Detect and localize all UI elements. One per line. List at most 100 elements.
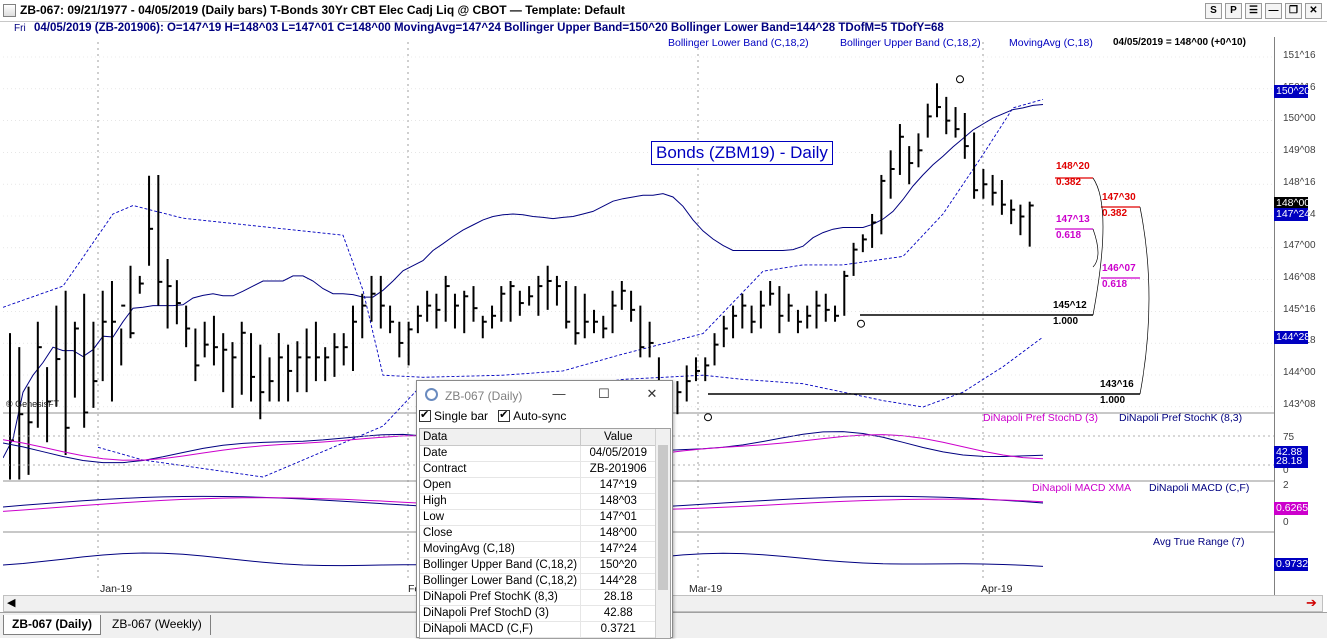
minimize-button[interactable]: — — [1265, 3, 1282, 19]
ohlc-bar — [769, 281, 775, 306]
macd-label: DiNapoli MACD (C,F) — [1149, 482, 1250, 494]
row-value: 0.3721 — [580, 621, 657, 638]
bb-upper-badge: 150^20 — [1274, 85, 1311, 98]
fib-price-label: 145^12 — [1053, 300, 1087, 311]
table-row[interactable]: Open 147^19 — [420, 477, 657, 494]
fib-level: 147^30 0.382 — [1101, 192, 1140, 219]
table-row[interactable]: Bollinger Lower Band (C,18,2) 144^28 — [420, 573, 657, 590]
scroll-right-arrow-icon[interactable]: ➔ — [1306, 595, 1317, 610]
fib-price-label: 143^16 — [1100, 379, 1134, 390]
ohlc-bar — [36, 321, 42, 428]
ohlc-bar — [324, 347, 330, 382]
row-value: 28.18 — [580, 589, 657, 606]
ohlc-bar — [991, 174, 997, 206]
ohlc-bar — [759, 290, 765, 329]
ohlc-bar — [778, 286, 784, 334]
x-axis-label: Apr-19 — [981, 583, 1013, 595]
ohlc-bar — [787, 293, 793, 322]
tab-daily[interactable]: ZB-067 (Daily) — [3, 615, 102, 635]
row-label: MovingAvg (C,18) — [420, 541, 581, 558]
ohlc-bar — [528, 286, 534, 306]
close-button[interactable]: ✕ — [1305, 3, 1322, 19]
x-axis-label: Mar-19 — [689, 583, 722, 595]
menu-icon[interactable]: ☰ — [1245, 3, 1262, 19]
table-row[interactable]: Low 147^01 — [420, 509, 657, 526]
ohlc-bar — [796, 309, 802, 334]
table-row[interactable]: DiNapoli MACD (C,F) 0.3721 — [420, 621, 657, 638]
data-window-titlebar[interactable]: ZB-067 (Daily) — ☐ ✕ — [417, 381, 672, 408]
pivot-low-marker — [704, 413, 712, 422]
ohlc-bar — [351, 305, 357, 371]
axis-tick: 143^08 — [1283, 399, 1316, 410]
table-row[interactable]: DiNapoli Pref StochK (8,3) 28.18 — [420, 589, 657, 606]
ohlc-bar — [963, 113, 969, 159]
axis-tick: 147^00 — [1283, 240, 1316, 251]
row-value: 147^19 — [580, 477, 657, 494]
tab-weekly[interactable]: ZB-067 (Weekly) — [104, 615, 211, 635]
ohlc-bar — [342, 333, 348, 366]
p-button[interactable]: P — [1225, 3, 1242, 19]
ohlc-bar — [574, 286, 580, 345]
macd-xma-label: DiNapoli MACD XMA — [1032, 482, 1132, 494]
ohlc-bar — [602, 315, 608, 339]
ohlc-bar — [1019, 204, 1025, 236]
single-bar-checkbox[interactable] — [419, 408, 431, 422]
row-label: Close — [420, 525, 581, 542]
data-grid-scrollbar[interactable] — [655, 429, 670, 638]
popup-maximize-icon[interactable]: ☐ — [598, 386, 610, 401]
ohlc-bar — [694, 357, 700, 382]
ohlc-bar — [824, 293, 830, 322]
table-row[interactable]: Contract ZB-201906 — [420, 461, 657, 478]
quote-data: 04/05/2019 (ZB-201906): O=147^19 H=148^0… — [34, 22, 944, 34]
scrollbar-thumb[interactable] — [658, 445, 668, 590]
ma-badge: 147^24 — [1274, 208, 1311, 221]
data-window-icon — [425, 388, 438, 401]
maximize-button[interactable]: ❐ — [1285, 3, 1302, 19]
table-row[interactable]: Close 148^00 — [420, 525, 657, 542]
fib-ratio-label: 0.382 — [1056, 177, 1081, 188]
window-titlebar: ZB-067: 09/21/1977 - 04/05/2019 (Daily b… — [0, 0, 1327, 22]
ohlc-bar — [750, 305, 756, 334]
ohlc-bar — [593, 309, 599, 334]
ohlc-bar — [101, 290, 107, 382]
table-row[interactable]: DiNapoli Pref StochD (3) 42.88 — [420, 605, 657, 622]
data-window-title: ZB-067 (Daily) — [445, 389, 523, 403]
scroll-left-icon[interactable]: ◀ — [7, 597, 16, 609]
ohlc-bar — [370, 275, 376, 322]
table-row[interactable]: Date 04/05/2019 — [420, 445, 657, 462]
data-grid[interactable]: Data Value Date 04/05/2019 Contract ZB-2019… — [419, 428, 671, 639]
auto-sync-label: Auto-sync — [513, 409, 567, 423]
ohlc-bar — [1000, 180, 1006, 215]
popup-minimize-icon[interactable]: — — [552, 386, 566, 401]
macd-tick: 2 — [1283, 480, 1289, 491]
fib-price-label: 147^30 — [1102, 192, 1136, 203]
ohlc-bar — [908, 146, 914, 185]
table-row[interactable]: High 148^03 — [420, 493, 657, 510]
col-value-header[interactable]: Value — [580, 429, 657, 446]
ohlc-bar — [491, 305, 497, 329]
ohlc-bar — [648, 321, 654, 358]
auto-sync-checkbox[interactable] — [498, 408, 511, 422]
popup-close-icon[interactable]: ✕ — [646, 386, 658, 401]
chart-title-box: Bonds (ZBM19) - Daily — [651, 141, 833, 165]
fib-connector — [1092, 228, 1099, 268]
ohlc-bar — [138, 275, 144, 294]
s-button[interactable]: S — [1205, 3, 1222, 19]
atr-badge: 0.9732 — [1274, 558, 1309, 571]
row-label: DiNapoli MACD (C,F) — [420, 621, 581, 638]
row-label: DiNapoli Pref StochD (3) — [420, 605, 581, 622]
macd-tick: 0 — [1283, 517, 1289, 528]
ohlc-bar — [314, 321, 320, 382]
price-chart[interactable]: 148^20 0.382 147^30 0.382 147^13 0.618 146^07 0… — [3, 37, 1274, 595]
ohlc-bar — [713, 333, 719, 366]
legend-bb-lower: Bollinger Lower Band (C,18,2) — [668, 37, 809, 49]
row-value: ZB-201906 — [580, 461, 657, 478]
table-row[interactable]: MovingAvg (C,18) 147^24 — [420, 541, 657, 558]
row-value: 147^24 — [580, 541, 657, 558]
ohlc-bar — [880, 174, 886, 235]
data-window[interactable]: ZB-067 (Daily) — ☐ ✕ Single bar Auto-syn… — [416, 380, 673, 639]
stoch-badge-2: 28.18 — [1274, 455, 1308, 468]
table-row[interactable]: Bollinger Upper Band (C,18,2) 150^20 — [420, 557, 657, 574]
fib-ratio-label: 1.000 — [1100, 395, 1125, 406]
col-data-header[interactable]: Data — [420, 429, 581, 446]
